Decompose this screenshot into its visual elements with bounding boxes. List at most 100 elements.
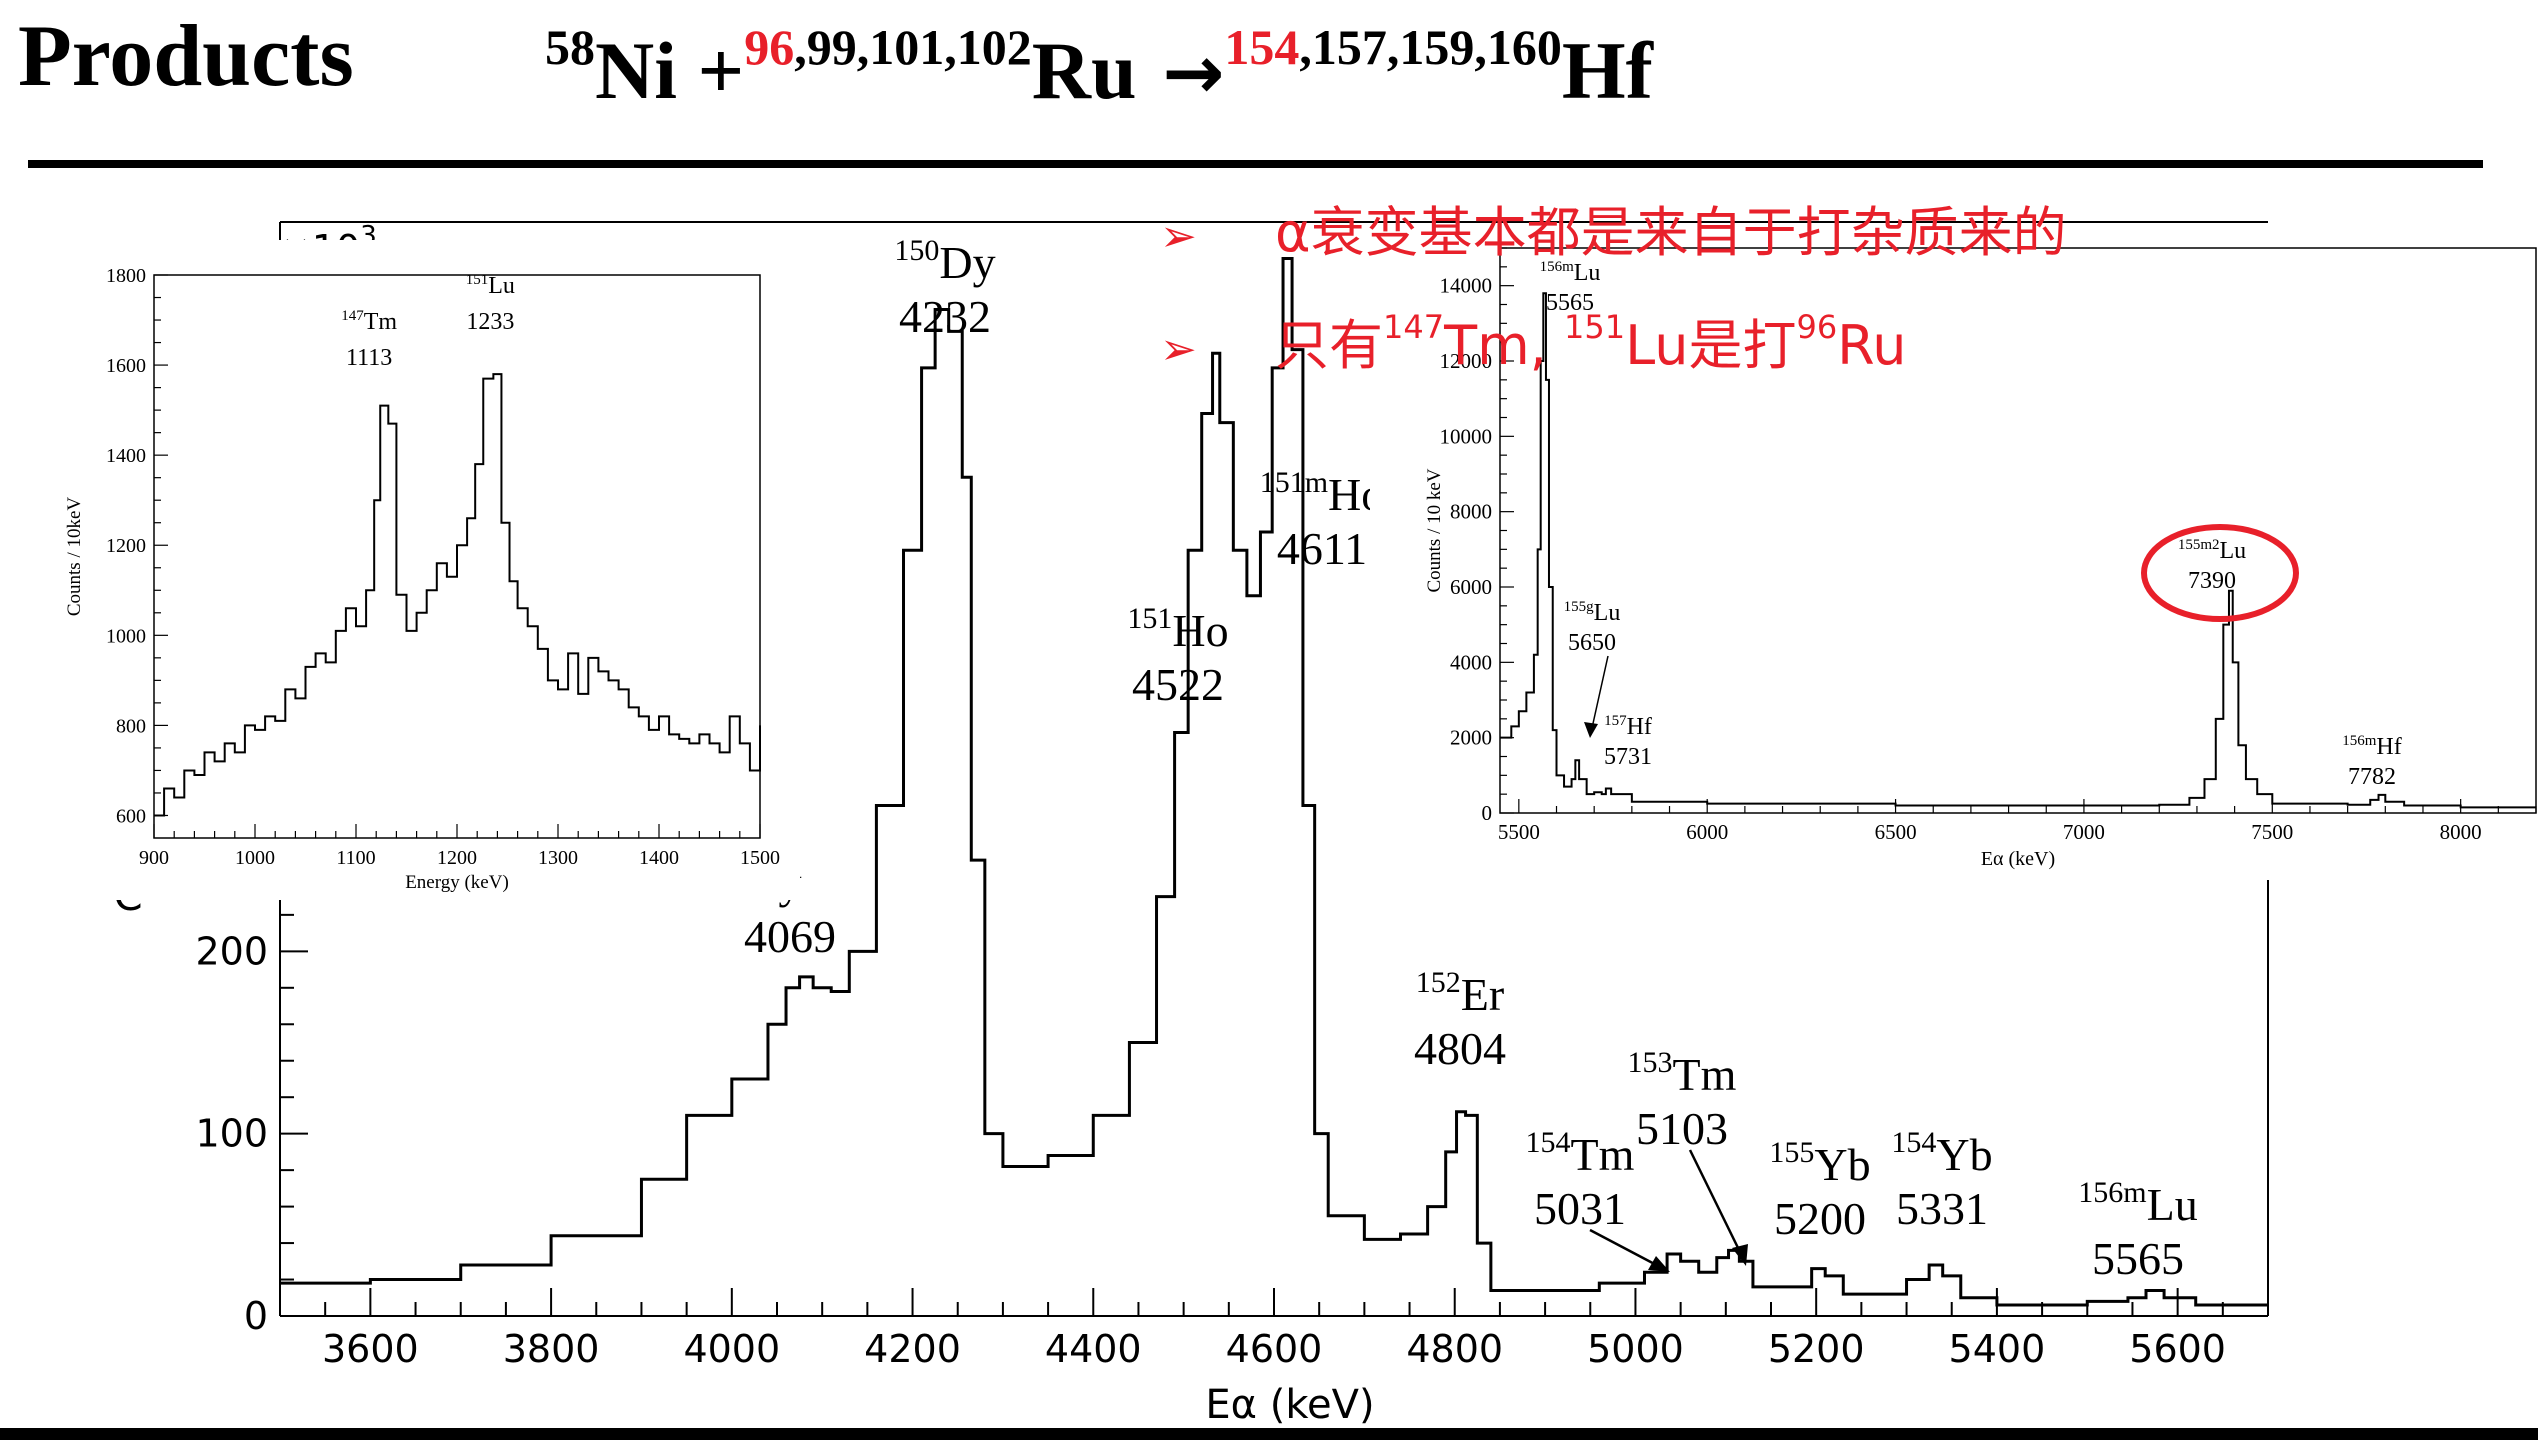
inset-background bbox=[40, 240, 800, 900]
mass-number: 157 bbox=[1604, 713, 1627, 729]
y-axis-label: Counts / 10keV bbox=[64, 497, 85, 617]
element-symbol: Tm bbox=[1571, 1129, 1635, 1180]
peak-label: 153Tm bbox=[1628, 1046, 1737, 1100]
peak-label: 154Yb bbox=[1891, 1126, 1992, 1180]
mass-number: 151 bbox=[466, 272, 489, 288]
y-tick-label: 1400 bbox=[106, 445, 146, 467]
x-axis-label: Eα (keV) bbox=[1205, 1382, 1374, 1428]
element-symbol: Dy bbox=[939, 237, 995, 288]
x-tick-label: 5400 bbox=[1949, 1327, 2046, 1371]
y-tick-label: 200 bbox=[195, 929, 268, 973]
y-tick-label: 12000 bbox=[1440, 349, 1493, 373]
peak-label-energy: 7782 bbox=[2348, 764, 2396, 790]
mass-number: 155m2 bbox=[2178, 537, 2220, 553]
reaction-equation: 58Ni +96,99,101,102Ru →154,157,159,160Hf bbox=[545, 19, 1653, 116]
x-tick-label: 5600 bbox=[2129, 1327, 2226, 1371]
peak-label: 155Yb bbox=[1769, 1136, 1870, 1190]
element-symbol: Lu bbox=[488, 273, 515, 299]
x-axis-label: Energy (keV) bbox=[405, 872, 509, 893]
mass-number: 152 bbox=[1416, 966, 1461, 999]
x-tick-label: 1400 bbox=[639, 847, 679, 869]
slide-title: Products bbox=[18, 8, 354, 105]
x-tick-label: 4200 bbox=[864, 1327, 961, 1371]
x-tick-label: 7000 bbox=[2063, 820, 2105, 844]
peak-label: 150Dy bbox=[894, 234, 995, 288]
x-tick-label: 1100 bbox=[336, 847, 375, 869]
peak-label-energy: 5103 bbox=[1636, 1103, 1728, 1154]
peak-label-energy: 5331 bbox=[1896, 1183, 1988, 1234]
mass-number: 151m bbox=[1260, 466, 1328, 499]
spectrum-line bbox=[154, 373, 761, 817]
mass-number: 154 bbox=[1891, 1126, 1936, 1159]
peak-label: 151Lu bbox=[466, 272, 515, 299]
element-symbol: Yb bbox=[1814, 1139, 1870, 1190]
x-tick-label: 6500 bbox=[1875, 820, 1917, 844]
mass-number: 151 bbox=[1127, 602, 1172, 635]
spectrum-line bbox=[1500, 292, 2536, 809]
bottom-divider bbox=[0, 1428, 2538, 1440]
y-tick-label: 0 bbox=[1482, 801, 1493, 825]
y-tick-label: 1800 bbox=[106, 265, 146, 287]
x-tick-label: 1500 bbox=[740, 847, 780, 869]
element-symbol: Tm bbox=[364, 309, 398, 335]
mass-number: 156m bbox=[2342, 733, 2377, 749]
y-tick-label: 8000 bbox=[1450, 500, 1492, 524]
mass-number: 150 bbox=[894, 234, 939, 267]
x-tick-label: 4600 bbox=[1226, 1327, 1323, 1371]
peak-label-energy: 5731 bbox=[1604, 744, 1652, 770]
element-symbol: Lu bbox=[2220, 538, 2247, 564]
x-tick-label: 1300 bbox=[538, 847, 578, 869]
y-tick-label: 100 bbox=[195, 1112, 268, 1156]
y-tick-label: 2000 bbox=[1450, 726, 1492, 750]
y-tick-label: 800 bbox=[116, 715, 146, 737]
element-symbol: Lu bbox=[1594, 600, 1621, 626]
peak-label-energy: 4232 bbox=[899, 291, 991, 342]
peak-label-energy: 1233 bbox=[466, 309, 514, 335]
y-tick-label: 4000 bbox=[1450, 650, 1492, 674]
peak-label: 155m2Lu bbox=[2178, 537, 2246, 564]
y-tick-label: 14000 bbox=[1440, 274, 1493, 298]
mass-number: 155g bbox=[1564, 599, 1595, 615]
mass-number: 156m bbox=[1540, 259, 1575, 275]
y-axis-label: Counts / 10 keV bbox=[1424, 468, 1445, 592]
bullet-list: ➢ α衰变基本都是来自于打杂质来的 ➢ 只有147Tm, 151Lu是打96Ru bbox=[1160, 188, 2067, 395]
gamma-spectrum-inset: 900 1000 1100 1200 1300 1400 1500 600 800 1000 120… bbox=[40, 240, 800, 900]
peak-label-energy: 1113 bbox=[346, 345, 392, 371]
peak-label-energy: 4069 bbox=[744, 911, 836, 962]
peak-label-energy: 5565 bbox=[1546, 290, 1594, 316]
mass-number: 155 bbox=[1769, 1136, 1814, 1169]
spectrum-line bbox=[280, 256, 2268, 1307]
peak-label: 156mLu bbox=[1540, 259, 1601, 286]
y-tick-label: 1000 bbox=[106, 625, 146, 647]
highlight-circle bbox=[2141, 524, 2299, 622]
x-tick-label: 4800 bbox=[1406, 1327, 1503, 1371]
arrow-bullet-icon: ➢ bbox=[1160, 211, 1197, 262]
alpha-spectrum-inset: 5500 6000 6500 7000 7500 8000 0 2000 4000 6000 800… bbox=[1370, 240, 2538, 880]
peak-label-energy: 5650 bbox=[1568, 630, 1616, 656]
arrowhead bbox=[1648, 1256, 1670, 1272]
inset-background bbox=[1370, 240, 2538, 880]
element-symbol: Yb bbox=[1936, 1129, 1992, 1180]
element-symbol: Hf bbox=[2376, 734, 2401, 760]
peak-label: 147Tm bbox=[341, 308, 397, 335]
x-tick-label: 5500 bbox=[1498, 820, 1540, 844]
y-tick-label: 1200 bbox=[106, 535, 146, 557]
bullet-item: ➢ α衰变基本都是来自于打杂质来的 bbox=[1160, 188, 2067, 282]
y-tick-label: 600 bbox=[116, 805, 146, 827]
y-tick-label: 6000 bbox=[1450, 575, 1492, 599]
peak-label-energy: 5200 bbox=[1774, 1193, 1866, 1244]
element-symbol: Tm bbox=[1673, 1049, 1737, 1100]
peak-label: 156mHf bbox=[2342, 733, 2402, 760]
peak-label: 155gLu bbox=[1564, 599, 1621, 626]
pointer-arrow bbox=[1589, 1228, 1663, 1270]
element-symbol: Hf bbox=[1627, 714, 1652, 740]
y-tick-label: 0 bbox=[244, 1294, 268, 1338]
peak-label: 154Tm bbox=[1526, 1126, 1635, 1180]
x-tick-label: 1200 bbox=[437, 847, 477, 869]
arrowhead bbox=[1732, 1244, 1748, 1266]
peak-label: 152Er bbox=[1416, 966, 1504, 1020]
x-tick-label: 5000 bbox=[1587, 1327, 1684, 1371]
peak-label-energy: 4804 bbox=[1414, 1023, 1506, 1074]
x-tick-label: 4000 bbox=[683, 1327, 780, 1371]
peak-label-energy: 5031 bbox=[1534, 1183, 1626, 1234]
